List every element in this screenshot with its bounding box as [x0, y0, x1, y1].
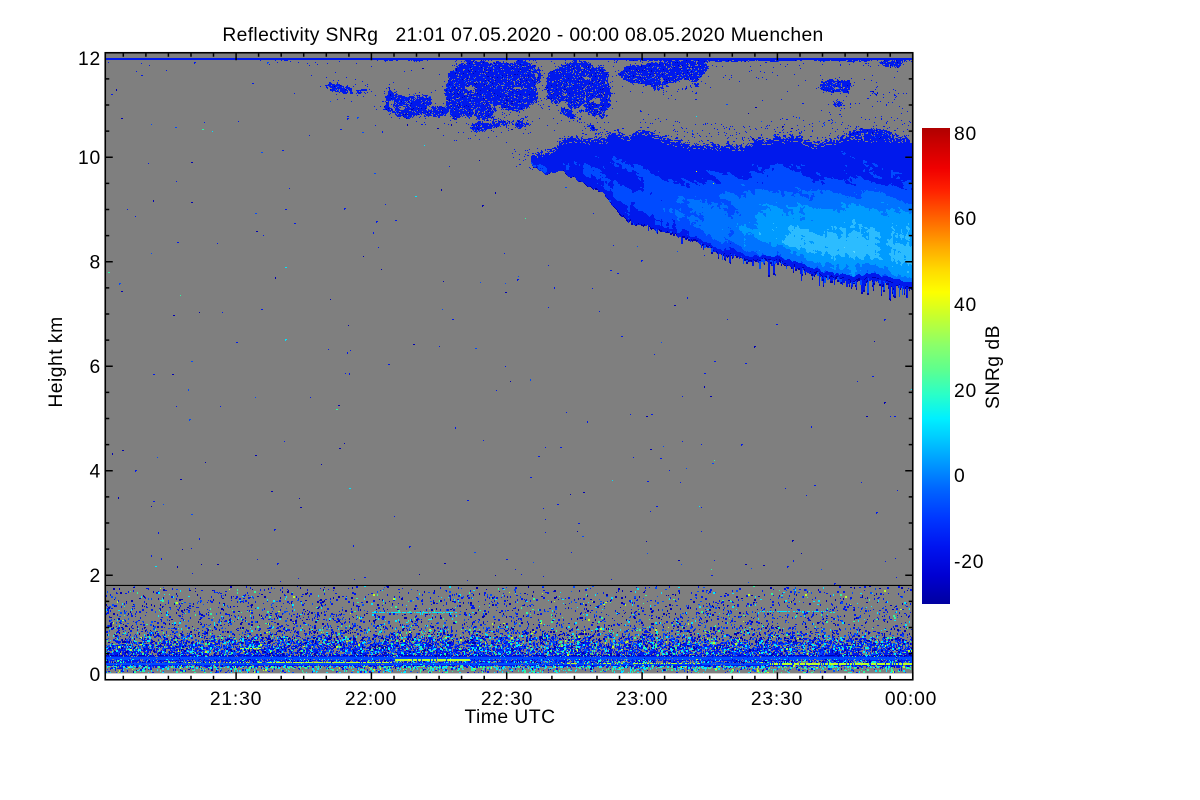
svg-text:22:30: 22:30: [481, 689, 533, 710]
svg-text:2: 2: [89, 566, 101, 587]
svg-text:40: 40: [954, 295, 977, 316]
svg-text:12: 12: [78, 49, 101, 70]
svg-text:22:00: 22:00: [345, 689, 397, 710]
svg-text:21:30: 21:30: [210, 689, 262, 710]
svg-text:-20: -20: [954, 552, 984, 573]
svg-text:80: 80: [954, 124, 977, 145]
svg-text:SNRg dB: SNRg dB: [983, 325, 1004, 409]
svg-text:8: 8: [89, 253, 101, 274]
svg-text:0: 0: [954, 466, 966, 487]
svg-text:60: 60: [954, 209, 977, 230]
svg-text:23:00: 23:00: [616, 689, 668, 710]
svg-text:00:00: 00:00: [885, 689, 937, 710]
svg-text:Reflectivity SNRg 21:01 07.0: Reflectivity SNRg 21:01 07.05.2020 - 00:…: [222, 25, 823, 46]
svg-text:Height km: Height km: [46, 316, 67, 407]
svg-text:4: 4: [89, 462, 101, 483]
svg-text:23:30: 23:30: [751, 689, 803, 710]
svg-text:10: 10: [78, 148, 101, 169]
svg-text:Time UTC: Time UTC: [464, 707, 555, 728]
svg-text:6: 6: [89, 357, 101, 378]
svg-text:20: 20: [954, 381, 977, 402]
svg-text:0: 0: [89, 665, 101, 686]
